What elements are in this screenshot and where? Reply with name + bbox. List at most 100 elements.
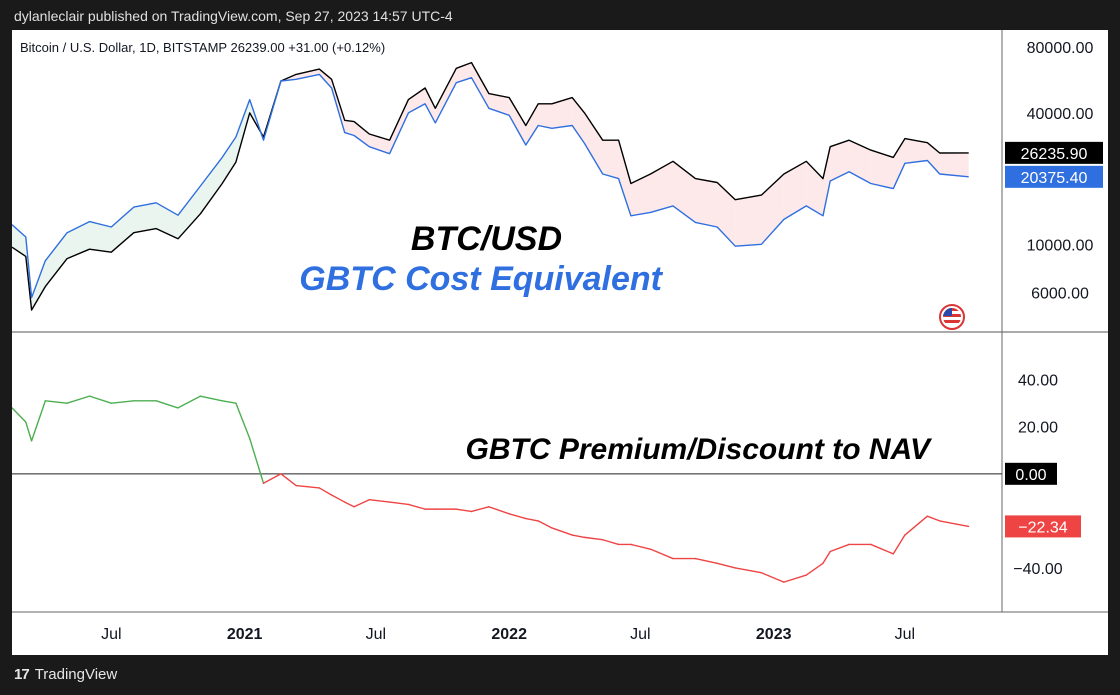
band-segment: [45, 232, 68, 287]
premium-segment[interactable]: [551, 527, 573, 536]
band-segment: [584, 112, 603, 174]
premium-segment[interactable]: [11, 407, 27, 423]
last-value-tag: [1005, 165, 1103, 188]
premium-segment[interactable]: [455, 508, 473, 513]
premium-segment[interactable]: [822, 550, 831, 564]
band-segment: [408, 88, 426, 113]
premium-segment[interactable]: [330, 494, 346, 503]
premium-segment[interactable]: [470, 506, 490, 513]
premium-segment[interactable]: [571, 534, 586, 539]
band-segment: [695, 178, 718, 228]
premium-segment[interactable]: [44, 400, 68, 404]
band-segment: [735, 195, 762, 247]
time-tick-label: 2022: [491, 626, 527, 643]
premium-segment[interactable]: [318, 487, 333, 496]
premium-segment[interactable]: [110, 400, 135, 404]
premium-segment[interactable]: [805, 562, 824, 576]
premium-segment[interactable]: [829, 543, 850, 553]
band-segment: [200, 157, 223, 214]
band-segment: [783, 161, 807, 220]
premium-segment[interactable]: [508, 513, 527, 520]
premium-segment[interactable]: [368, 499, 391, 503]
premium-segment[interactable]: [649, 548, 674, 560]
premium-segment[interactable]: [25, 421, 33, 442]
premium-segment[interactable]: [295, 484, 320, 489]
band-segment: [389, 99, 409, 154]
gbtc-cost-line[interactable]: [11, 73, 969, 299]
band-segment: [822, 146, 831, 216]
premium-last-label: −22.34: [1018, 519, 1067, 536]
flag-icon[interactable]: [939, 304, 965, 330]
premium-segment[interactable]: [262, 473, 282, 484]
band-segment: [133, 202, 157, 233]
brand-name: TradingView: [34, 666, 118, 683]
band-segment: [525, 103, 539, 146]
premium-segment[interactable]: [343, 501, 355, 508]
premium-segment[interactable]: [892, 534, 906, 555]
price-tick-label: 80000.00: [1027, 40, 1094, 57]
premium-segment[interactable]: [177, 395, 202, 409]
premium-segment[interactable]: [630, 543, 652, 550]
price-tick-label: 6000.00: [1031, 286, 1089, 303]
chart-frame[interactable]: Bitcoin / U.S. Dollar, 1D, BITSTAMP 2623…: [11, 30, 1108, 655]
band-segment: [156, 202, 178, 239]
premium-segment[interactable]: [904, 515, 929, 536]
band-segment: [672, 161, 696, 223]
band-segment: [296, 69, 320, 80]
premium-segment[interactable]: [88, 395, 112, 404]
band-segment: [319, 69, 332, 89]
premium-segment[interactable]: [280, 473, 297, 487]
band-segment: [354, 121, 370, 147]
premium-segment[interactable]: [716, 562, 736, 569]
premium-segment[interactable]: [525, 517, 539, 522]
band-segment: [425, 88, 436, 123]
band-segment: [870, 150, 894, 189]
band-segment: [602, 140, 619, 179]
chart-svg[interactable]: Bitcoin / U.S. Dollar, 1D, BITSTAMP 2623…: [11, 30, 1108, 655]
last-value-label: 20375.40: [1021, 170, 1088, 187]
band-segment: [830, 140, 850, 181]
premium-segment[interactable]: [199, 395, 223, 402]
premium-segment[interactable]: [249, 437, 265, 484]
band-segment: [89, 221, 112, 253]
btc-usd-line[interactable]: [11, 61, 969, 311]
premium-segment[interactable]: [353, 499, 370, 508]
last-value-tag: [1005, 141, 1103, 164]
premium-segment[interactable]: [938, 520, 970, 528]
band-segment: [630, 173, 651, 216]
premium-tick-label: 20.00: [1018, 420, 1058, 437]
premium-segment[interactable]: [407, 503, 426, 510]
last-value-label: 26235.90: [1021, 146, 1088, 163]
premium-segment[interactable]: [66, 395, 91, 404]
premium-segment[interactable]: [783, 574, 808, 583]
premium-segment[interactable]: [30, 400, 47, 442]
premium-segment[interactable]: [601, 539, 620, 546]
premium-segment[interactable]: [155, 400, 179, 409]
premium-segment[interactable]: [694, 557, 718, 564]
time-tick-label: Jul: [366, 626, 386, 643]
premium-segment[interactable]: [734, 567, 763, 574]
band-segment: [235, 99, 250, 163]
band-segment: [435, 68, 457, 123]
premium-segment[interactable]: [235, 402, 251, 440]
premium-tick-label: −40.00: [1013, 561, 1062, 578]
band-segment: [650, 161, 673, 213]
tradingview-logo-icon: 17: [14, 666, 30, 683]
brand-footer[interactable]: 17 TradingView: [14, 666, 117, 683]
premium-segment[interactable]: [488, 506, 510, 515]
band-segment: [904, 138, 928, 164]
band-segment: [111, 207, 134, 253]
band-segment: [717, 182, 736, 247]
band-segment: [509, 97, 526, 146]
premium-segment[interactable]: [221, 400, 237, 404]
premium-segment[interactable]: [926, 515, 941, 522]
price-tick-label: 10000.00: [1027, 237, 1094, 254]
premium-segment[interactable]: [870, 543, 894, 555]
band-segment: [67, 221, 90, 259]
premium-segment[interactable]: [388, 501, 410, 506]
zero-tag: [1005, 462, 1057, 485]
premium-segment[interactable]: [537, 520, 553, 529]
premium-segment[interactable]: [760, 571, 785, 583]
premium-segment[interactable]: [583, 536, 604, 541]
premium-tick-label: 0.00: [1015, 467, 1046, 484]
